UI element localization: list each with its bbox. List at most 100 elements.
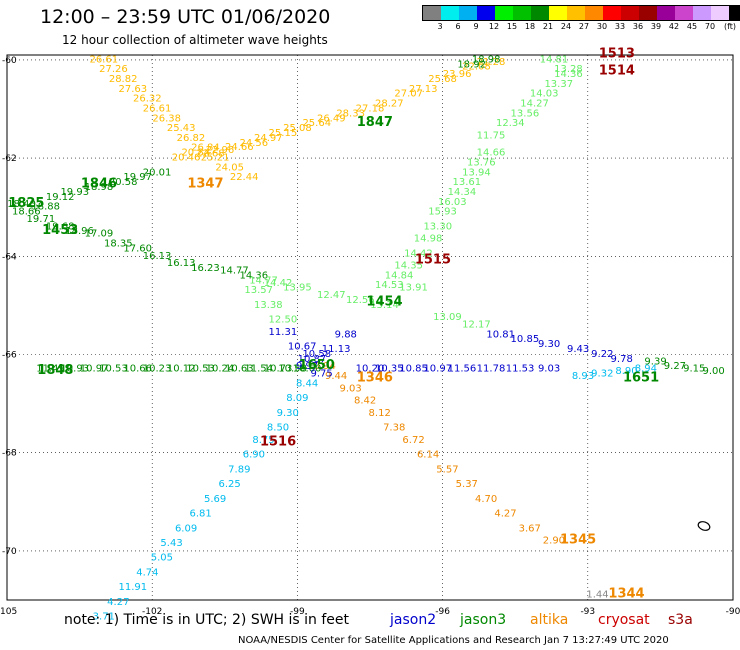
wave-height-value: 18.88 [31, 202, 60, 213]
wave-height-value: 17.09 [85, 229, 114, 240]
wave-height-value: 10.12 [167, 364, 196, 375]
wave-height-value: 13.28 [554, 64, 583, 75]
wave-height-value: 10.35 [375, 364, 404, 375]
wave-height-value: 28.27 [375, 99, 404, 110]
colorbar-tick-label: 6 [455, 22, 461, 31]
wave-height-value: 10.53 [99, 364, 128, 375]
colorbar-tick-label: 36 [632, 22, 644, 31]
wave-height-value: 10.97 [80, 364, 109, 375]
wave-height-value: 5.69 [204, 494, 226, 505]
pass-time-label: 1846 [81, 177, 117, 192]
wave-height-value: 26.61 [89, 54, 118, 65]
wave-height-value: 5.37 [456, 479, 478, 490]
wave-height-value: 10.81 [486, 329, 515, 340]
wave-height-value: 9.27 [664, 361, 686, 372]
wave-height-value: 27.26 [99, 64, 128, 75]
lon-tick-label: -105 [0, 607, 17, 617]
wave-height-value: 25.21 [201, 153, 230, 164]
pass-time-label: 1346 [357, 371, 393, 386]
wave-height-value: 14.03 [530, 89, 559, 100]
wave-height-value: 12.34 [496, 118, 525, 129]
wave-height-value: 9.03 [538, 364, 560, 375]
wave-height-value: 19.93 [60, 187, 89, 198]
wave-height-value: 14.36 [240, 270, 269, 281]
wave-height-value: 9.22 [591, 349, 613, 360]
wave-height-value: 13.14 [370, 300, 399, 311]
wave-height-value: 13.38 [254, 300, 283, 311]
colorbar-swatch [621, 6, 639, 20]
wave-height-value: 4.74 [136, 567, 158, 578]
wave-height-value: 14.36 [554, 69, 583, 80]
wave-height-value: 19.97 [123, 172, 152, 183]
colorbar-tick-label: 18 [524, 22, 536, 31]
wave-height-value: 9.03 [340, 383, 362, 394]
wave-height-value: 27.07 [394, 89, 423, 100]
wave-height-value: 12.47 [317, 290, 346, 301]
wave-height-value: 10.85 [399, 364, 428, 375]
wave-height-value: 10.97 [423, 364, 452, 375]
wave-height-value: 14.98 [414, 234, 443, 245]
wave-height-value: 24.56 [240, 138, 269, 149]
wave-height-value: 25.15 [269, 128, 298, 139]
lat-tick-label: -70 [2, 547, 17, 557]
wave-height-value: 6.25 [219, 479, 241, 490]
colorbar-swatch [657, 6, 675, 20]
wave-height-value: 4.27 [494, 509, 516, 520]
wave-height-value: 14.34 [448, 187, 477, 198]
wave-height-value: 24.66 [225, 142, 254, 153]
colorbar-swatch [729, 6, 740, 20]
colorbar-tick-label: 12 [488, 22, 500, 31]
colorbar-swatch [441, 6, 459, 20]
wave-height-value: 14.84 [385, 270, 414, 281]
pass-time-label: 1347 [187, 177, 223, 192]
colorbar-tick-label: 9 [473, 22, 479, 31]
lon-tick-label: -93 [580, 607, 595, 617]
colorbar-tick-label: 27 [578, 22, 590, 31]
wave-height-value: 10.87 [298, 354, 327, 365]
wave-height-value: 1.44 [586, 590, 608, 601]
colorbar-swatch [603, 6, 621, 20]
wave-height-value: 9.00 [703, 366, 725, 377]
wave-height-value: 16.03 [438, 197, 467, 208]
wave-height-value: 22.08 [462, 62, 491, 73]
wave-height-value: 8.94 [635, 364, 657, 375]
colorbar-swatch [693, 6, 711, 20]
colorbar-tick-label: 30 [596, 22, 608, 31]
wave-height-value: 26.49 [317, 113, 346, 124]
wave-height-value: 10.53 [186, 364, 215, 375]
pass-time-label: 1345 [560, 533, 596, 548]
wave-height-value: 8.50 [267, 423, 289, 434]
wave-height-value: 10.85 [511, 334, 540, 345]
wave-height-value: 14.42 [404, 248, 433, 259]
page-subtitle: 12 hour collection of altimeter wave hei… [62, 33, 328, 47]
wave-height-value: 14.77 [220, 265, 249, 276]
colorbar-swatch [675, 6, 693, 20]
pass-time-label: 1513 [599, 46, 635, 61]
wave-height-value: 9.78 [611, 354, 633, 365]
wave-height-value: 10.93 [60, 364, 89, 375]
wave-height-value: 25.64 [302, 118, 331, 129]
wave-height-value: 13.37 [544, 79, 573, 90]
wave-height-value: 4.70 [475, 494, 497, 505]
pass-time-label: 1847 [357, 115, 393, 130]
wave-height-value: 10.24 [206, 364, 235, 375]
wave-height-value: 9.97 [296, 361, 318, 372]
wave-height-value: 10.94 [307, 361, 336, 372]
wave-height-value: 13.30 [423, 221, 452, 232]
wave-height-value: 23.96 [443, 69, 472, 80]
wave-height-value: 28.82 [109, 74, 138, 85]
wave-height-value: 10.58 [302, 349, 331, 360]
colorbar-swatch [585, 6, 603, 20]
lat-tick-label: -62 [2, 154, 17, 164]
wave-height-value: 18.98 [85, 182, 114, 193]
wave-height-value: 3.71 [93, 612, 115, 623]
wave-height-value: 8.93 [572, 371, 594, 382]
colorbar-tick-label: 24 [560, 22, 572, 31]
wave-height-value: 16.13 [143, 251, 172, 262]
wave-height-value: 14.66 [477, 148, 506, 159]
colorbar-swatch [711, 6, 729, 20]
colorbar-swatch [549, 6, 567, 20]
wave-height-value: 10.58 [278, 364, 307, 375]
colorbar-swatch [423, 6, 441, 20]
wave-height-value: 5.43 [160, 538, 182, 549]
